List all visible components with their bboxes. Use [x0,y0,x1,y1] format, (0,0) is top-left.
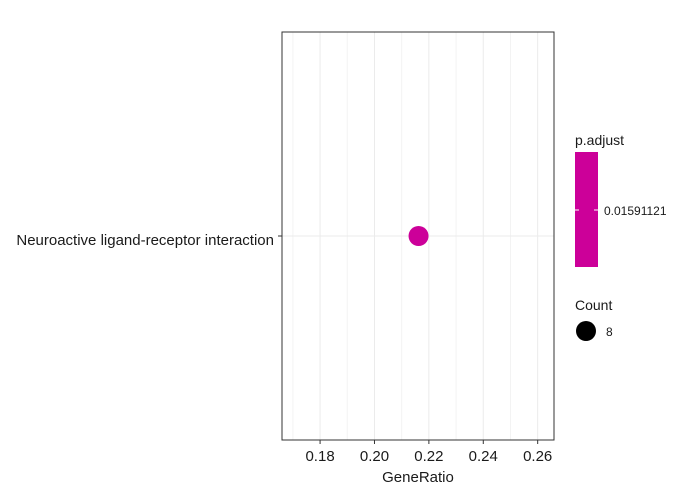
x-tick-label: 0.22 [414,448,443,465]
x-tick-label: 0.26 [523,448,552,465]
x-axis-label: GeneRatio [382,469,454,486]
size-legend-label: 8 [606,325,613,339]
color-legend-title: p.adjust [575,132,624,148]
y-tick-label: Neuroactive ligand-receptor interaction [16,232,274,249]
plot-panel [281,31,555,441]
color-bar [575,152,598,267]
data-point [408,226,429,246]
x-axis: 0.18 0.20 0.22 0.24 0.26 [305,440,552,465]
x-tick-label: 0.18 [305,448,334,465]
color-legend: p.adjust 0.01591121 [575,132,667,267]
size-legend-title: Count [575,297,612,313]
x-tick-label: 0.24 [469,448,498,465]
size-legend-key [576,321,596,341]
color-legend-label: 0.01591121 [604,204,667,218]
x-tick-label: 0.20 [360,448,389,465]
size-legend: Count 8 [575,297,613,341]
